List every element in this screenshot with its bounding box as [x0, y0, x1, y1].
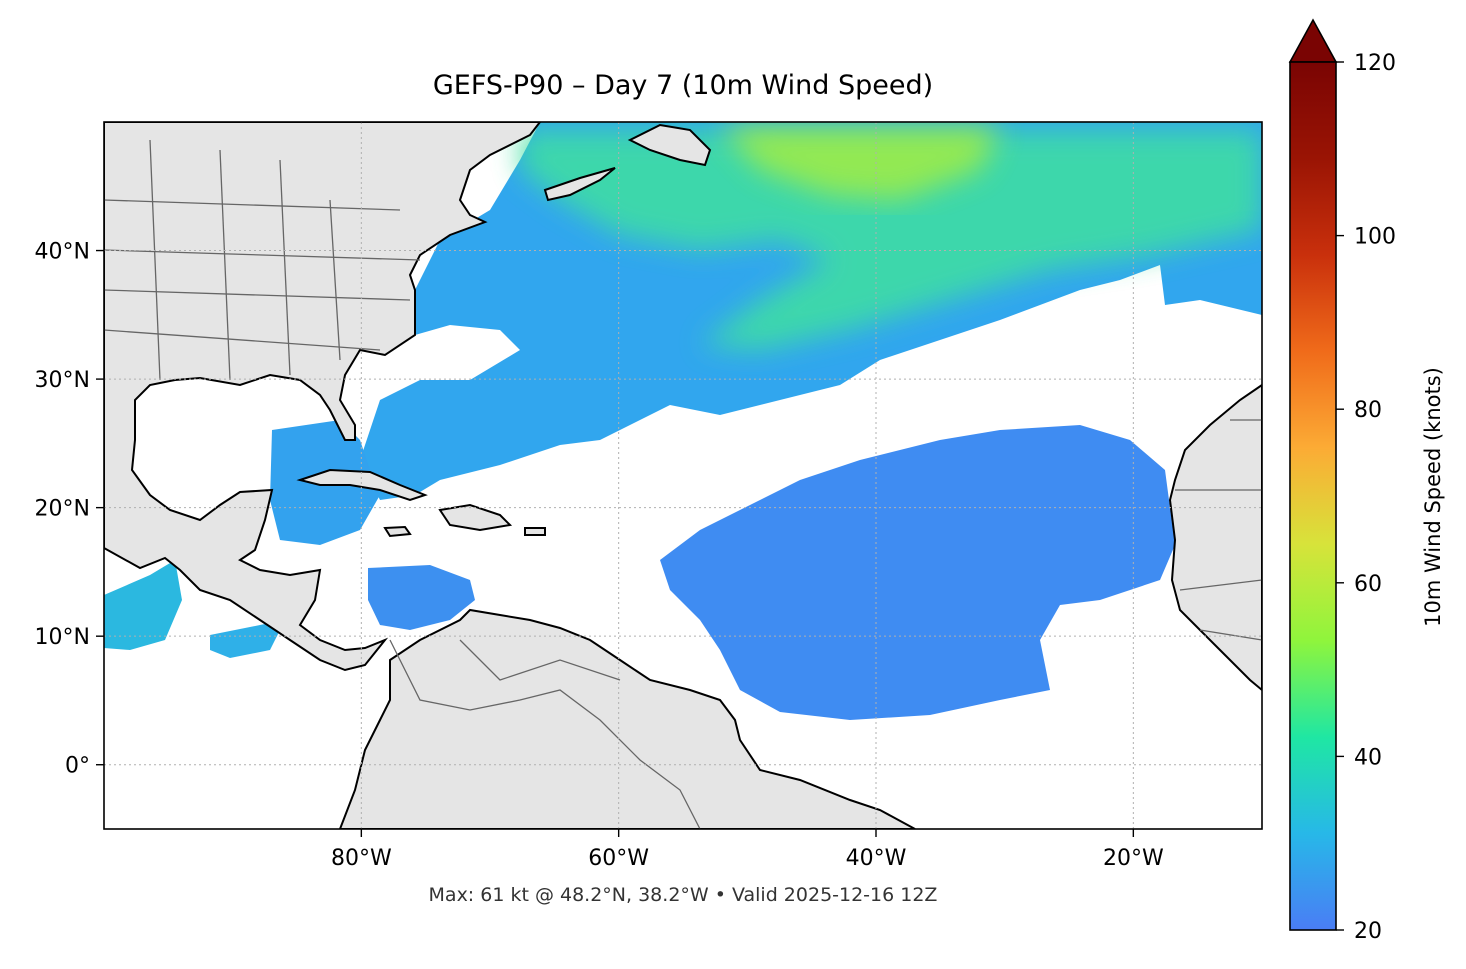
- colorbar-tick-label: 40: [1354, 745, 1382, 770]
- colorbar-ticks: 20 40 60 80 100 120: [1336, 51, 1396, 944]
- lat-tick-label: 20°N: [35, 497, 90, 522]
- lat-tick-label: 40°N: [35, 240, 90, 265]
- nova-scotia-land: [543, 167, 616, 202]
- land-masses: [104, 122, 1262, 829]
- newfoundland-island: [627, 123, 712, 167]
- lat-tick-label: 10°N: [35, 625, 90, 650]
- wind-patch-pacific-east: [210, 620, 285, 658]
- wind-band-north-green: [520, 130, 1262, 350]
- north-america-land: [104, 122, 542, 672]
- colorbar-label: 10m Wind Speed (knots): [1421, 367, 1445, 627]
- wind-patch-caribbean: [368, 565, 475, 630]
- colorbar: 20 40 60 80 100 120: [1288, 18, 1396, 944]
- map-area[interactable]: [104, 122, 1262, 829]
- colorbar-tick-label: 80: [1354, 398, 1382, 423]
- puerto-rico-island: [524, 527, 546, 536]
- lon-tick-label: 20°W: [1103, 846, 1164, 871]
- lon-tick-label: 80°W: [331, 846, 392, 871]
- colorbar-bar: [1289, 61, 1337, 931]
- map-gridlines: [104, 122, 1262, 829]
- cuba-island: [296, 468, 428, 502]
- map-title: GEFS-P90 – Day 7 (10m Wind Speed): [432, 70, 934, 101]
- colorbar-tick-label: 100: [1354, 225, 1396, 250]
- map-frame: [103, 121, 1263, 830]
- colorbar-extend-arrow: [1288, 18, 1338, 63]
- lon-tick-label: 40°W: [846, 846, 907, 871]
- hispaniola-island: [438, 503, 513, 532]
- jamaica-island: [383, 525, 412, 538]
- lat-tick-label: 30°N: [35, 368, 90, 393]
- colorbar-tick-label: 20: [1354, 919, 1382, 944]
- lat-tick-label: 0°: [65, 754, 90, 779]
- wind-patch-pacific-west: [104, 560, 182, 650]
- wind-band-north-max: [720, 126, 1000, 200]
- south-america-land: [338, 608, 916, 829]
- wind-patch-tropical-east: [660, 425, 1175, 720]
- political-borders: [104, 139, 1262, 829]
- lon-tick-label: 60°W: [588, 846, 649, 871]
- wind-speed-field: [104, 122, 1262, 720]
- longitude-axis: 80°W 60°W 40°W 20°W: [331, 829, 1164, 871]
- latitude-axis: 40°N 30°N 20°N 10°N 0°: [35, 240, 104, 779]
- africa-land: [1168, 383, 1262, 692]
- colorbar-tick-label: 60: [1354, 572, 1382, 597]
- footer-valid-text: Max: 61 kt @ 48.2°N, 38.2°W • Valid 2025…: [428, 884, 938, 906]
- colorbar-tick-label: 120: [1354, 51, 1396, 76]
